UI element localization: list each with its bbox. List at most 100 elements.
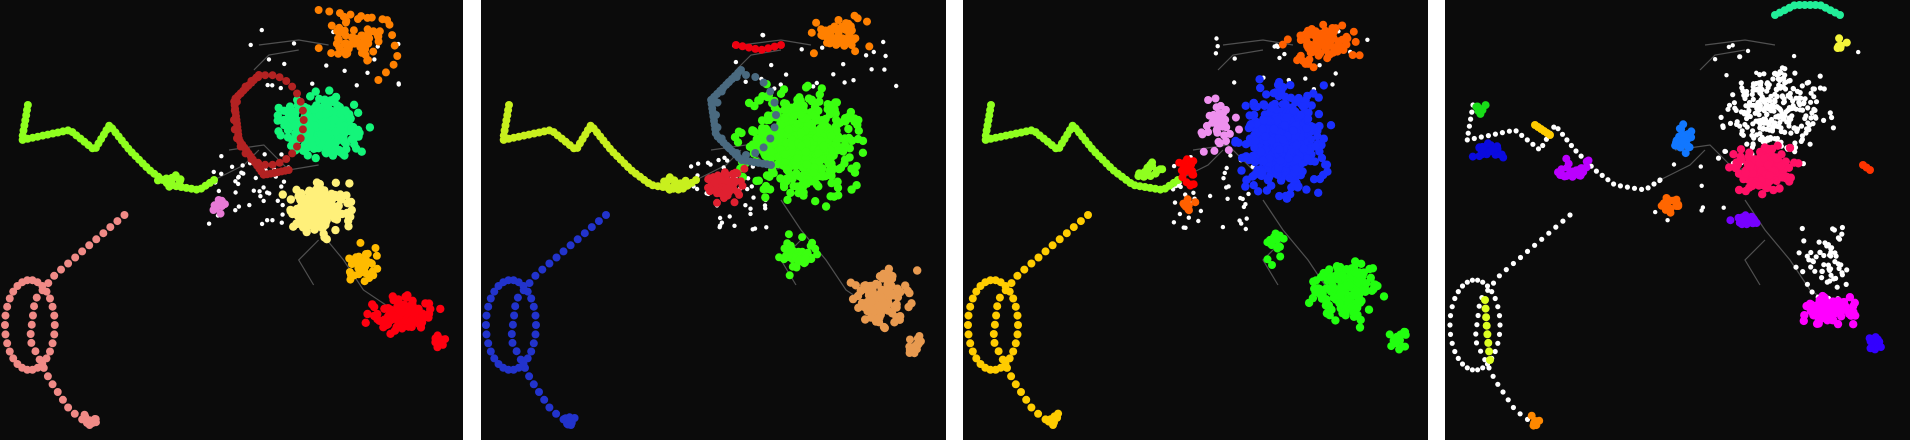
graph-panel-3 [963,0,1428,440]
graph-node-cluster-5 [1211,94,1220,103]
graph-node-cluster-2 [1053,413,1062,422]
graph-node-cluster-5 [751,149,760,157]
graph-panel-4 [1445,0,1910,440]
graph-node-cluster-6 [740,164,749,173]
graph-node-cluster-5 [759,143,768,152]
graph-node-cluster-2 [57,265,66,274]
graph-node-cluster-8 [370,302,379,312]
graph-node-unassigned [1220,224,1226,230]
graph-node-unassigned [1774,93,1780,100]
graph-node-cluster-4 [311,87,320,96]
graph-node-cluster-8 [732,41,740,49]
graph-node-unassigned [1730,43,1735,48]
graph-node-cluster-5 [766,87,775,96]
graph-node-unassigned [1244,216,1249,221]
graph-node-unassigned [1447,313,1454,319]
graph-node-cluster-7 [354,270,363,279]
graph-node-cluster-7 [882,286,892,296]
graph-node-cluster-4 [1319,134,1328,143]
graph-node-cluster-7 [893,284,902,293]
graph-node-cluster-2 [99,229,108,238]
graph-node-cluster-5 [770,98,779,107]
graph-node-unassigned [1464,365,1470,371]
graph-node-unassigned [863,53,869,58]
graph-node-unassigned [1171,163,1177,169]
graph-node-cluster-6 [1179,159,1188,168]
graph-node-cluster-7 [1338,271,1347,280]
graph-node-unassigned [1813,254,1819,260]
graph-node-cluster-3 [851,47,860,56]
graph-node-unassigned [1831,227,1837,233]
graph-node-cluster-4 [801,83,811,92]
graph-node-cluster-3 [335,28,344,37]
graph-node-cluster-4 [794,189,803,198]
graph-node-cluster-4 [853,134,863,144]
graph-node-unassigned [1778,84,1785,90]
graph-node-cluster-3 [349,33,358,42]
graph-node-cluster-4 [814,149,823,158]
graph-node-cluster-8 [431,338,440,347]
graph-node-cluster-2 [566,241,575,250]
graph-node-unassigned [1447,331,1454,337]
graph-node-unassigned [1758,79,1764,85]
graph-node-unassigned [883,53,888,59]
graph-node-cluster-7 [1385,330,1394,339]
graph-node-cluster-2 [9,287,18,296]
graph-node-cluster-8 [1778,173,1787,182]
graph-node-cluster-2 [38,282,47,290]
graph-node-cluster-3 [1278,40,1287,49]
graph-node-cluster-4 [804,94,814,103]
graph-node-cluster-2 [525,279,534,288]
graph-node-cluster-7 [1321,301,1331,310]
graph-node-unassigned [1639,186,1645,192]
graph-node-cluster-6 [710,178,719,187]
graph-node-cluster-3 [838,34,847,43]
graph-node-cluster-3 [362,40,371,49]
graph-node-cluster-4 [817,84,826,93]
graph-node-cluster-8 [1785,143,1795,153]
graph-panel-4-canvas [1447,1,1885,430]
graph-node-unassigned [778,82,783,87]
graph-node-cluster-4 [784,252,793,260]
graph-node-cluster-7 [354,253,363,261]
graph-node-cluster-12 [1827,302,1837,311]
graph-node-unassigned [1839,224,1845,231]
graph-node-cluster-2 [966,302,975,311]
graph-node-unassigned [743,203,748,208]
graph-node-unassigned [1469,109,1475,115]
graph-node-cluster-4 [785,271,794,280]
graph-node-cluster-5 [1218,122,1227,131]
graph-node-cluster-3 [1183,200,1192,209]
graph-node-unassigned [1645,185,1651,191]
graph-node-unassigned [1225,196,1230,201]
graph-node-cluster-2 [58,395,67,404]
graph-node-cluster-2 [976,360,985,368]
graph-node-cluster-3 [1329,48,1338,57]
graph-node-cluster-6 [297,213,306,222]
graph-node-cluster-4 [793,154,802,163]
graph-node-cluster-7 [875,313,884,322]
graph-node-cluster-8 [770,42,779,51]
graph-node-unassigned [1560,218,1566,224]
graph-node-cluster-2 [28,311,37,320]
graph-node-cluster-5 [732,149,741,157]
graph-node-unassigned [727,214,732,219]
graph-node-unassigned [1753,118,1759,124]
graph-node-cluster-8 [1748,169,1757,178]
graph-edge [735,49,782,71]
graph-node-unassigned [1803,130,1809,136]
graph-node-cluster-4 [306,92,315,101]
graph-node-cluster-7 [1364,305,1374,314]
graph-node-cluster-8 [397,308,406,317]
graph-node-cluster-8 [1765,177,1774,186]
graph-node-unassigned [1766,82,1772,88]
graph-node-cluster-5 [247,155,256,163]
graph-node-unassigned [745,186,750,192]
graph-node-cluster-4 [322,109,331,118]
graph-node-unassigned [1482,357,1488,363]
graph-node-cluster-4 [1278,135,1288,144]
graph-node-cluster-3 [846,22,855,31]
graph-node-cluster-4 [1317,153,1327,163]
graph-node-cluster-7 [879,322,889,332]
graph-node-cluster-7 [1322,284,1331,293]
